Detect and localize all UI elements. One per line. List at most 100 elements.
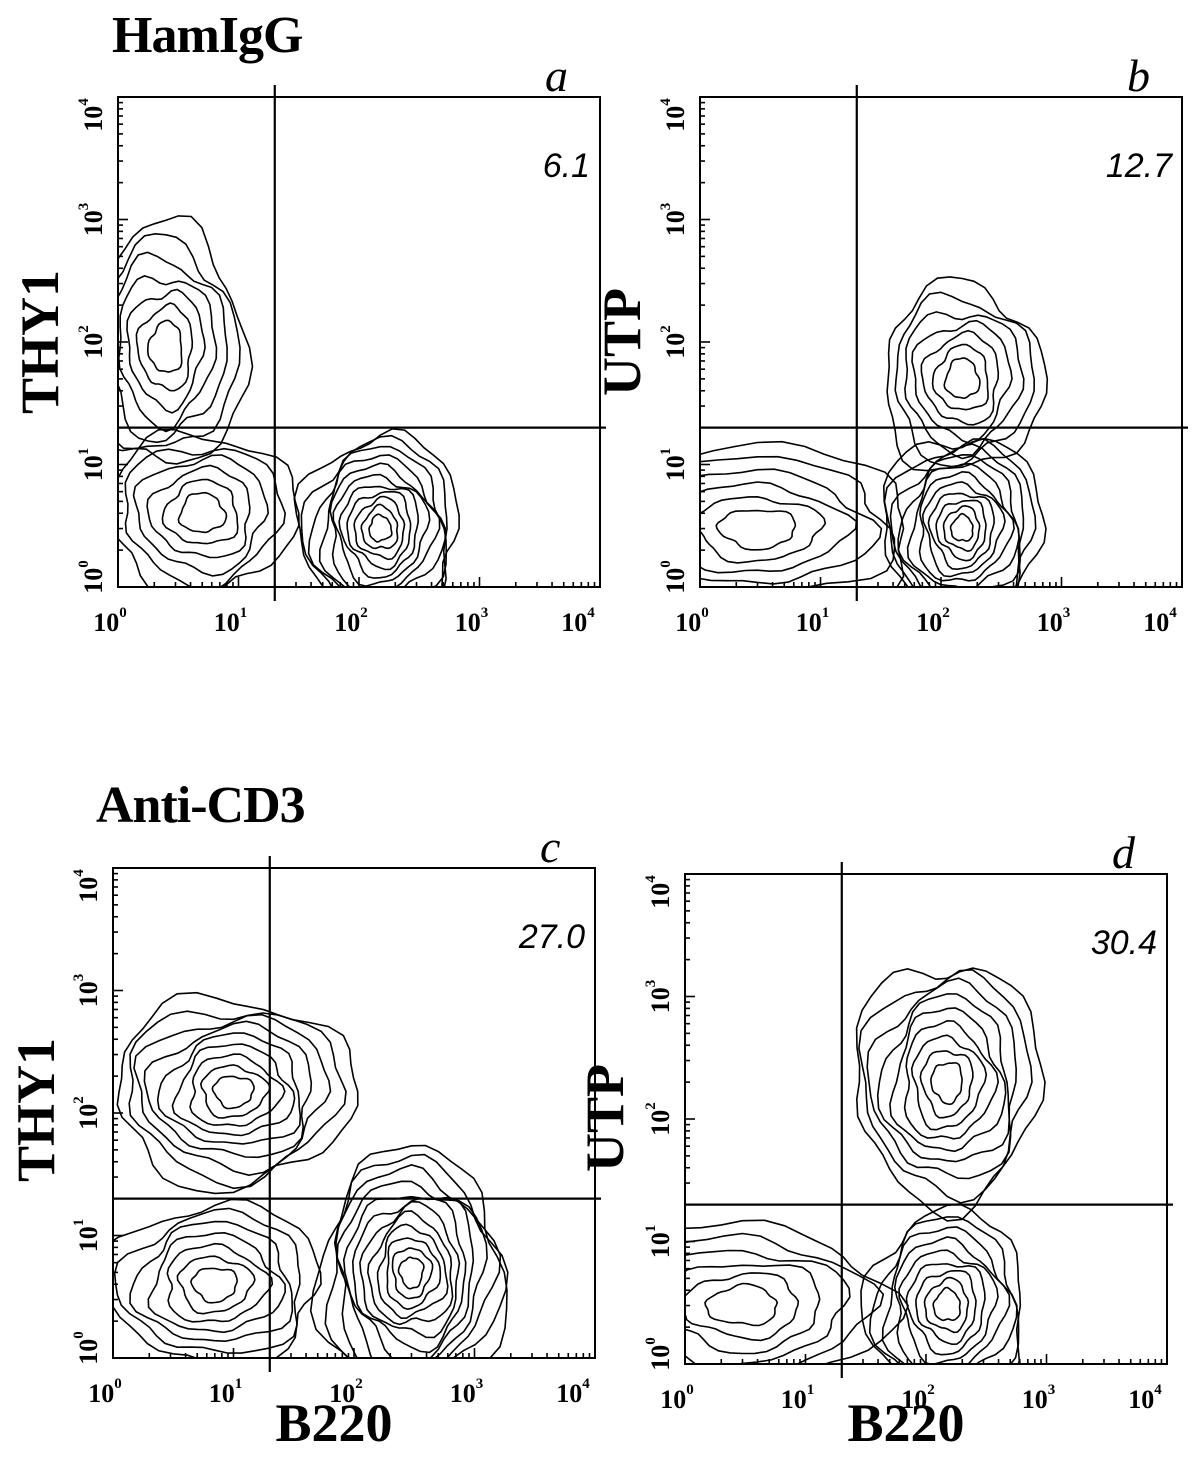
contour-line bbox=[156, 1032, 302, 1145]
y-tick-label: 102 bbox=[658, 325, 690, 359]
contour-line bbox=[146, 319, 183, 373]
x-tick-label: 104 bbox=[561, 605, 595, 637]
x-axis-label: B220 bbox=[847, 1393, 965, 1453]
contour-line bbox=[921, 481, 1006, 578]
contour-line bbox=[858, 968, 1033, 1204]
x-tick-label: 103 bbox=[1037, 605, 1071, 637]
contour-line bbox=[704, 1282, 779, 1327]
contour-line bbox=[918, 470, 1015, 582]
x-tick-label: 104 bbox=[1143, 605, 1177, 637]
y-tick-label: 103 bbox=[76, 203, 108, 237]
contour-line bbox=[685, 1249, 851, 1364]
x-tick-label: 102 bbox=[916, 605, 950, 637]
contour-line bbox=[128, 1010, 347, 1190]
y-tick-label: 104 bbox=[658, 98, 690, 132]
quadrant-percentage: 30.4 bbox=[1091, 924, 1157, 962]
contour-line bbox=[190, 1267, 238, 1304]
panel-label: d bbox=[1112, 827, 1136, 878]
contour-group bbox=[685, 967, 1046, 1364]
group-title-hamigg: HamIgG bbox=[112, 7, 303, 64]
contour-line bbox=[906, 462, 1020, 587]
y-tick-label: 101 bbox=[71, 1219, 103, 1253]
contour-line bbox=[911, 319, 1013, 445]
contour-line bbox=[886, 276, 1049, 472]
contour-line bbox=[882, 437, 1047, 587]
contour-line bbox=[931, 343, 989, 411]
y-tick-label: 102 bbox=[643, 1102, 675, 1136]
y-tick-label: 104 bbox=[71, 869, 103, 903]
x-tick-label: 101 bbox=[214, 605, 248, 637]
plot-panel-d: d 30.4 100 101 102 103 104 100 101 102 103 104 bbox=[643, 827, 1173, 1414]
contour-line bbox=[124, 447, 287, 587]
contour-line bbox=[904, 311, 1025, 460]
contour-line bbox=[943, 357, 981, 400]
contour-line bbox=[126, 288, 206, 414]
contour-line bbox=[177, 491, 228, 534]
contour-line bbox=[685, 1219, 909, 1364]
contour-line bbox=[118, 232, 241, 450]
contour-line bbox=[351, 1197, 467, 1354]
contour-line bbox=[868, 1216, 1020, 1364]
x-tick-label: 101 bbox=[209, 1376, 243, 1408]
contour-line bbox=[894, 291, 1036, 468]
contour-line bbox=[391, 1247, 434, 1300]
contour-line bbox=[876, 993, 1011, 1163]
contour-line bbox=[118, 275, 218, 433]
x-tick-label: 104 bbox=[1128, 1382, 1162, 1414]
contour-line bbox=[199, 1064, 271, 1119]
contour-line bbox=[685, 1264, 821, 1355]
contour-line bbox=[889, 443, 1025, 587]
contour-line bbox=[293, 427, 460, 587]
x-tick-label: 102 bbox=[334, 605, 368, 637]
contour-line bbox=[329, 462, 441, 587]
panel-label: c bbox=[540, 821, 560, 872]
contour-line bbox=[366, 1210, 454, 1326]
contour-line bbox=[300, 434, 448, 587]
x-tick-label: 104 bbox=[556, 1376, 590, 1408]
contour-line bbox=[910, 1034, 988, 1131]
contour-line bbox=[889, 1007, 1007, 1153]
panel-label: b bbox=[1127, 50, 1150, 101]
contour-group bbox=[118, 215, 460, 587]
contour-line bbox=[930, 1062, 963, 1106]
group-title-anti-cd3: Anti-CD3 bbox=[96, 777, 306, 834]
quadrant-percentage: 12.7 bbox=[1106, 147, 1173, 185]
contour-line bbox=[113, 1198, 322, 1358]
contour-line bbox=[923, 1276, 970, 1334]
contour-line bbox=[905, 1263, 986, 1356]
contour-line bbox=[935, 499, 987, 562]
contour-line bbox=[685, 1232, 885, 1364]
contour-line bbox=[932, 1286, 961, 1322]
x-tick-label: 100 bbox=[660, 1382, 694, 1414]
contour-line bbox=[318, 454, 447, 587]
contour-line bbox=[927, 492, 995, 571]
y-tick-label: 101 bbox=[643, 1225, 675, 1259]
y-tick-label: 103 bbox=[643, 980, 675, 1014]
contour-line bbox=[700, 440, 905, 587]
y-tick-label: 103 bbox=[658, 203, 690, 237]
contour-line bbox=[700, 468, 883, 585]
y-tick-label: 104 bbox=[643, 875, 675, 909]
contour-line bbox=[353, 495, 406, 561]
contour-line bbox=[685, 1272, 800, 1342]
contour-line bbox=[118, 428, 300, 587]
y-tick-label: 100 bbox=[76, 560, 108, 594]
x-axis-label: B220 bbox=[275, 1393, 393, 1453]
panel-label: a bbox=[545, 50, 568, 101]
contour-line bbox=[143, 1020, 313, 1159]
y-tick-label: 103 bbox=[71, 974, 103, 1008]
x-tick-label: 101 bbox=[781, 1382, 815, 1414]
contour-line bbox=[866, 977, 1018, 1180]
x-tick-label: 103 bbox=[450, 1376, 484, 1408]
contour-line bbox=[338, 485, 420, 579]
contour-line bbox=[332, 473, 431, 587]
contour-line bbox=[189, 1053, 286, 1127]
contour-line bbox=[700, 481, 858, 574]
contour-line bbox=[346, 491, 412, 571]
y-tick-label: 102 bbox=[71, 1096, 103, 1130]
contour-group bbox=[700, 276, 1049, 587]
contour-line bbox=[386, 1237, 442, 1311]
contour-line bbox=[166, 1242, 274, 1323]
contour-line bbox=[881, 1226, 1018, 1364]
contour-line bbox=[897, 453, 1022, 587]
